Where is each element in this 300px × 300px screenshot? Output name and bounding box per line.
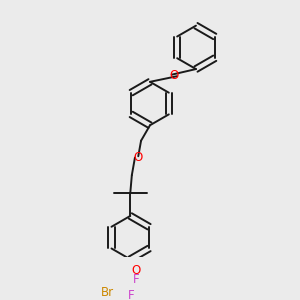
Text: O: O (131, 263, 140, 277)
Text: Br: Br (101, 286, 114, 298)
Text: F: F (128, 289, 135, 300)
Text: O: O (169, 69, 179, 82)
Text: F: F (134, 273, 140, 286)
Text: O: O (134, 151, 143, 164)
